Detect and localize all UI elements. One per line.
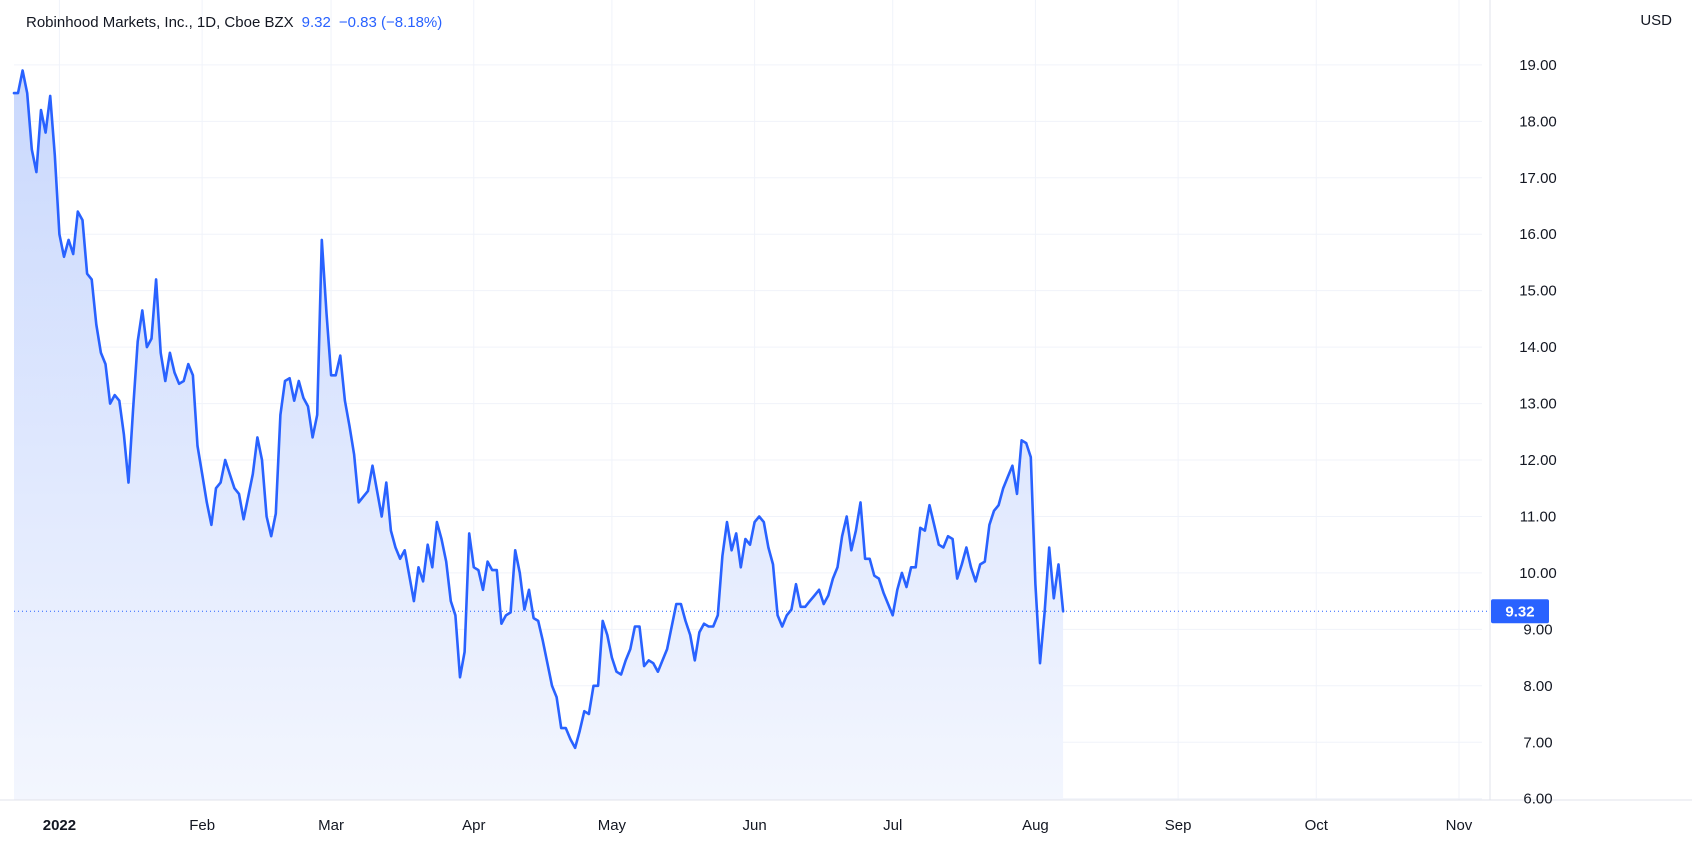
time-tick-label: Nov [1446,817,1473,834]
price-tick-label: 11.00 [1520,508,1556,525]
time-tick-label: Oct [1305,817,1329,834]
price-tick-label: 12.00 [1519,452,1557,469]
price-tick-label: 16.00 [1519,226,1557,243]
chart-legend: Robinhood Markets, Inc., 1D, Cboe BZX 9.3… [26,14,442,31]
price-change: −0.83 (−8.18%) [338,14,443,31]
price-tick-label: 14.00 [1519,339,1557,356]
last-value: 9.32 [301,14,331,31]
price-area-fill [14,70,1064,800]
price-tick-label: 7.00 [1523,734,1552,751]
time-tick-label: Aug [1022,817,1049,834]
price-tick-label: 10.00 [1519,565,1557,582]
time-axis[interactable]: 2022 Feb Mar Apr May Jun Jul Aug Sep Oct Nov [43,817,1473,834]
price-tick-label: 6.00 [1523,791,1552,808]
symbol-title[interactable]: Robinhood Markets, Inc., 1D, Cboe BZX [26,14,294,31]
price-tick-label: 19.00 [1519,57,1557,74]
price-line[interactable] [12,69,1065,750]
price-tick-label: 9.00 [1523,621,1552,638]
time-tick-label: Apr [462,817,485,834]
time-tick-label: 2022 [43,817,76,834]
time-tick-label: Jul [883,817,902,834]
time-tick-label: May [598,817,627,834]
last-price-badge: 9.32 [1491,599,1549,624]
price-tick-label: 8.00 [1523,678,1552,695]
time-tick-label: Jun [743,817,767,834]
price-axis[interactable]: 6.00 7.00 8.00 9.00 10.00 11.00 12.00 13.00 14.0… [1519,57,1557,808]
last-price-label: 9.32 [1505,603,1534,620]
time-tick-label: Mar [318,817,344,834]
price-tick-label: 18.00 [1519,113,1557,130]
price-tick-label: 13.00 [1519,396,1557,413]
time-tick-label: Feb [189,817,215,834]
currency-label[interactable]: USD [1640,12,1672,29]
time-tick-label: Sep [1165,817,1192,834]
price-tick-label: 17.00 [1519,170,1557,187]
price-tick-label: 15.00 [1519,283,1557,300]
